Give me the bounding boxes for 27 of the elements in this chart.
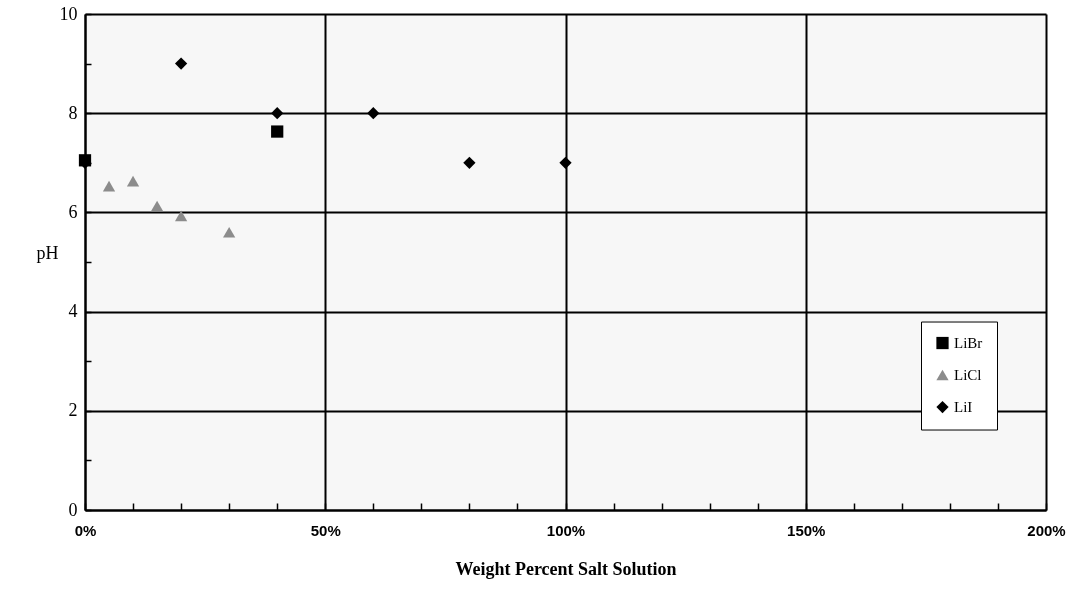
y-tick-label: 8 (68, 102, 78, 123)
y-tick-label: 6 (68, 201, 78, 222)
point (174, 210, 188, 222)
point (271, 107, 284, 120)
point (126, 175, 140, 187)
point (150, 200, 164, 212)
x-tick-label: 200% (1027, 521, 1066, 539)
x-tick-label: 100% (546, 521, 586, 539)
point (463, 156, 476, 169)
point (102, 180, 116, 192)
legend-label: LiCl (954, 367, 982, 384)
point (559, 156, 572, 169)
point (174, 57, 188, 70)
x-tick-label: 50% (310, 521, 341, 539)
y-tick-label: 0 (68, 499, 78, 520)
y-axis-title: pH (36, 242, 59, 263)
point (223, 226, 236, 238)
x-tick-label: 150% (787, 521, 826, 539)
legend-label: LiBr (954, 335, 983, 352)
point (367, 107, 380, 120)
x-tick-label: 0% (74, 521, 97, 539)
x-axis-title: Weight Percent Salt Solution (455, 558, 677, 579)
y-tick-label: 10 (59, 3, 78, 24)
legend-label: LiI (954, 399, 973, 416)
y-tick-label: 4 (68, 301, 78, 322)
y-tick-label: 2 (68, 400, 78, 421)
point (271, 125, 284, 138)
